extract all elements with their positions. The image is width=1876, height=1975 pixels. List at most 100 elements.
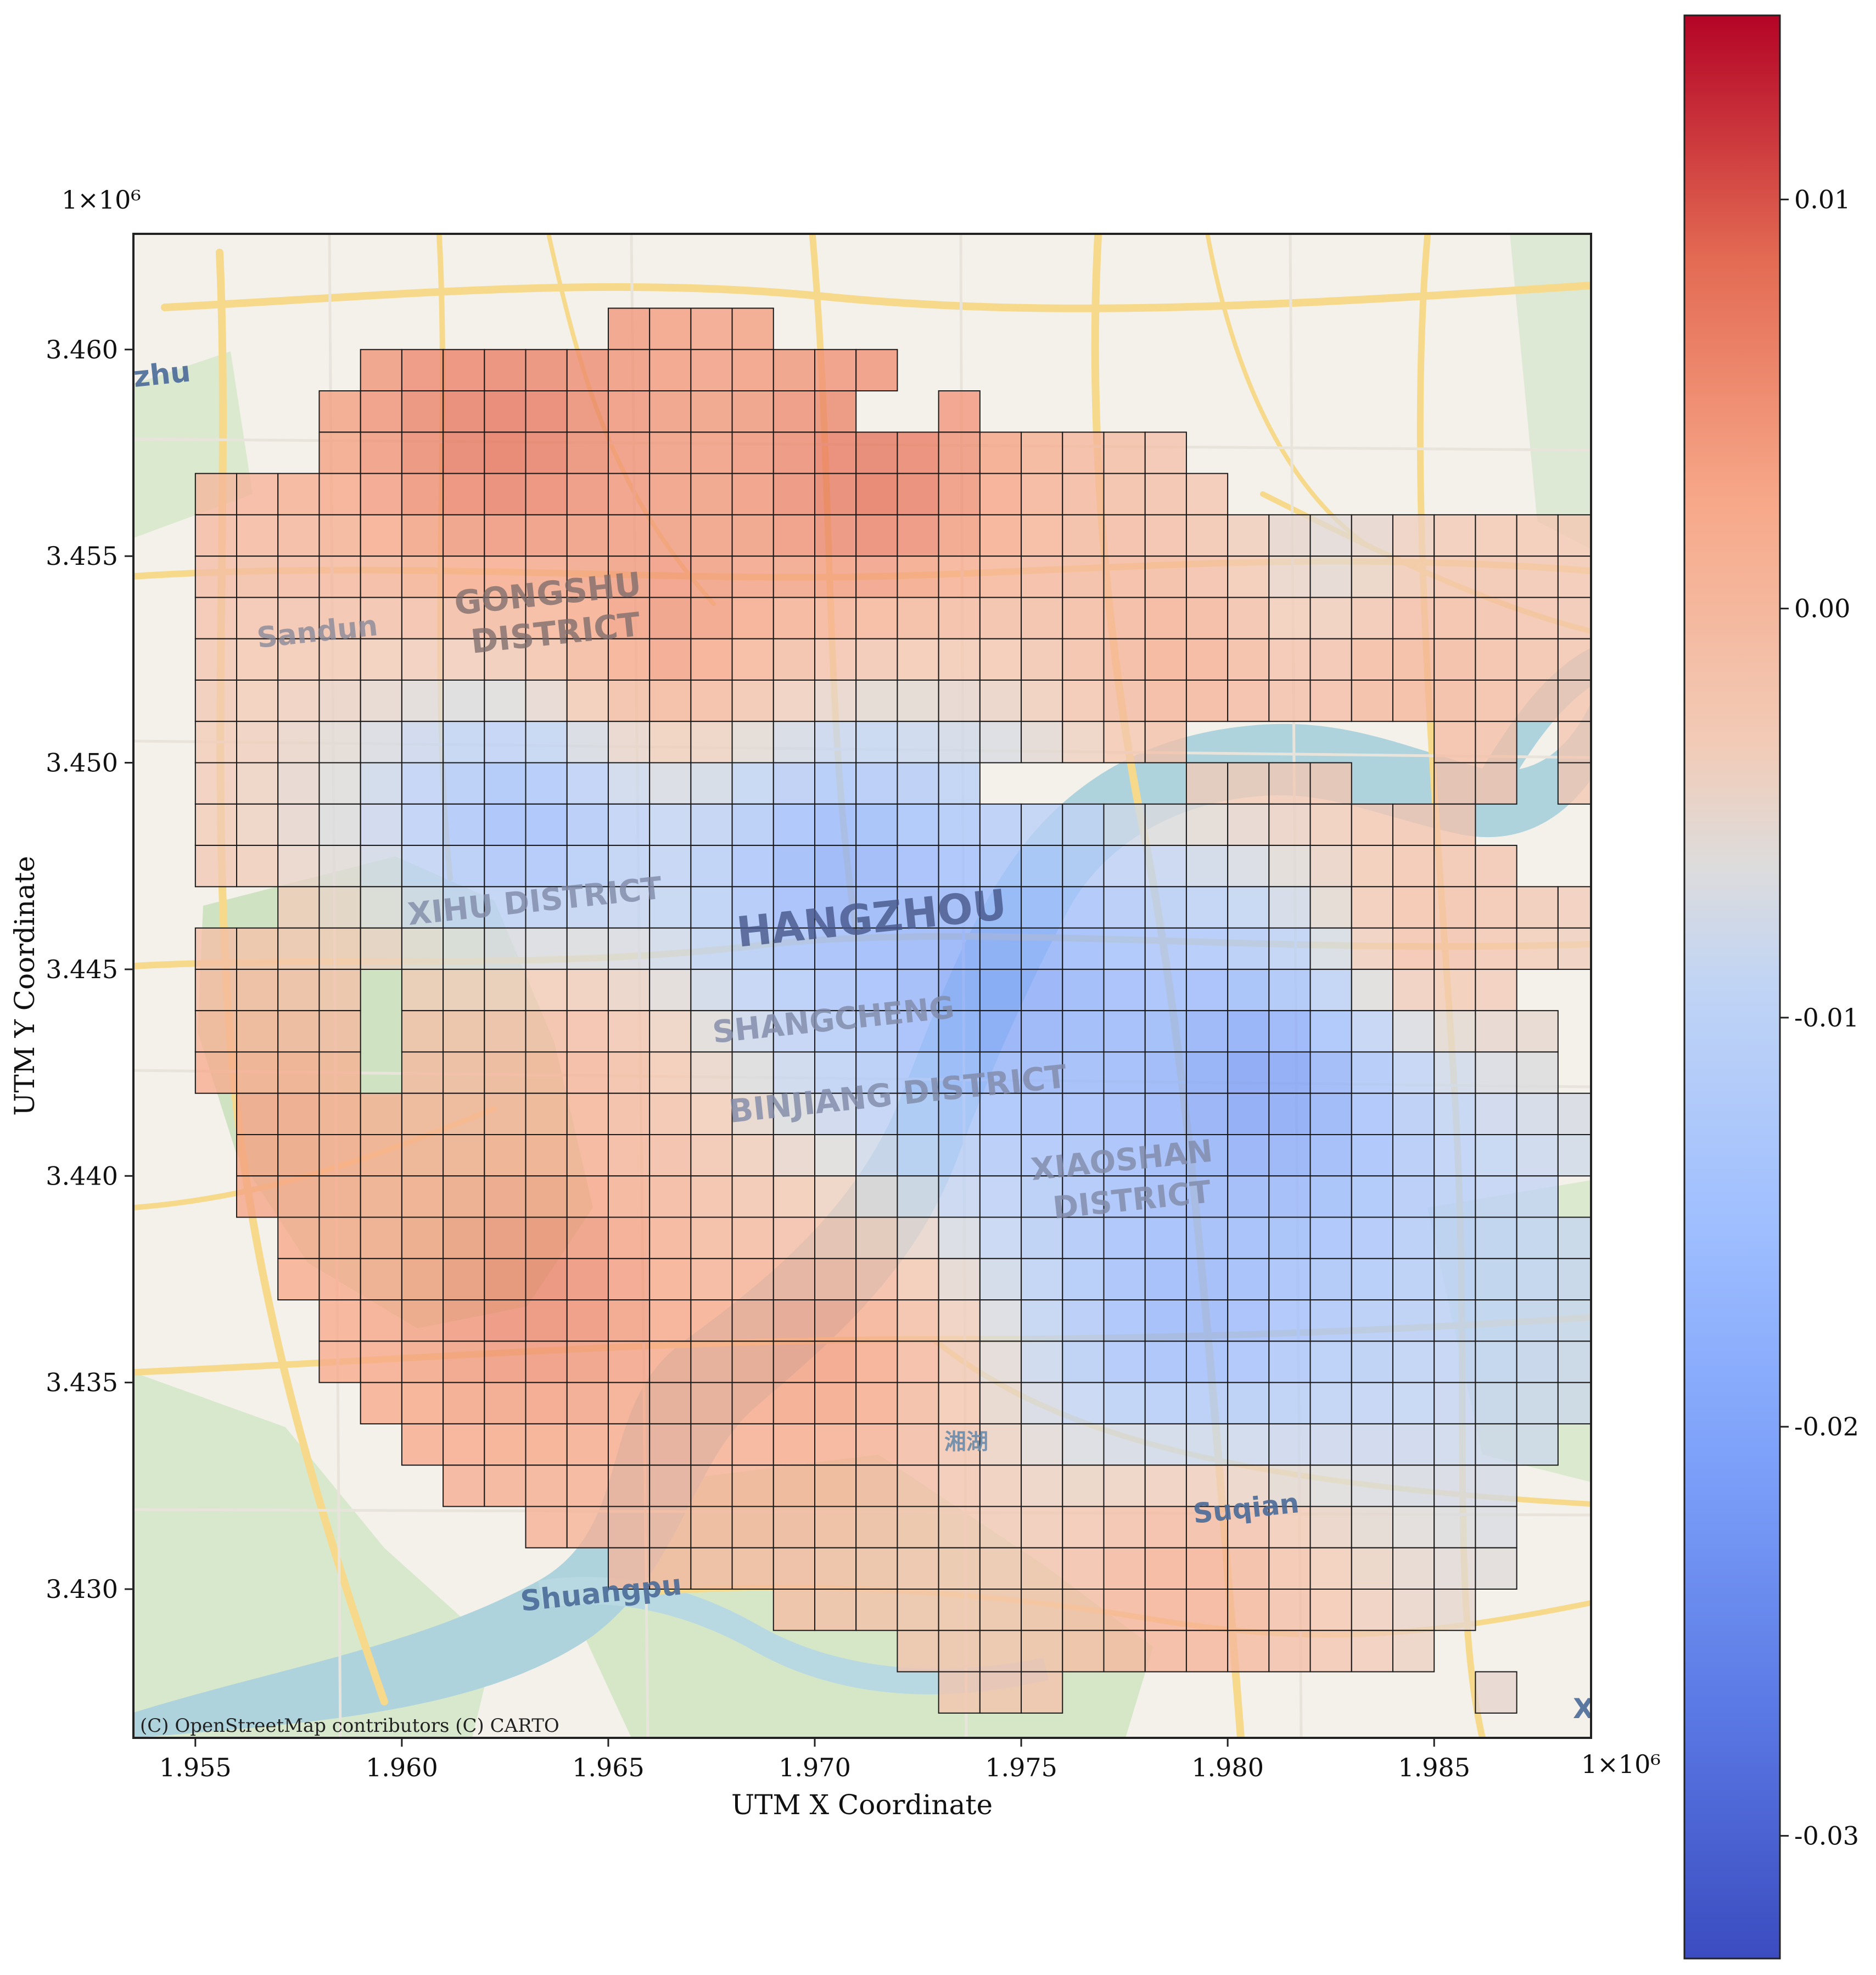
heatmap-cell	[938, 1258, 981, 1301]
heatmap-cell	[814, 1134, 857, 1177]
heatmap-cell	[401, 1051, 444, 1094]
heatmap-cell	[772, 1092, 816, 1135]
south-river	[538, 1576, 1049, 1695]
heatmap-cell	[731, 1465, 774, 1507]
heatmap-cell	[566, 349, 609, 392]
heatmap-cell	[649, 1299, 692, 1342]
heatmap-cell	[1185, 514, 1229, 557]
heatmap-cell	[1103, 1506, 1146, 1548]
heatmap-cell	[443, 1175, 485, 1218]
heatmap-cell	[1392, 597, 1435, 639]
heatmap-cell	[731, 1382, 774, 1424]
heatmap-cell	[1185, 1010, 1229, 1053]
heatmap-cell	[360, 927, 402, 970]
heatmap-cell	[401, 803, 444, 846]
heatmap-cell	[1309, 679, 1352, 722]
heatmap-cell	[1392, 1299, 1435, 1342]
heatmap-cell	[1227, 1340, 1270, 1383]
heatmap-cell	[401, 556, 444, 598]
heatmap-cell	[1062, 721, 1105, 764]
heatmap-cell	[897, 1589, 939, 1631]
heatmap-cell	[566, 1010, 609, 1053]
heatmap-cell	[1557, 514, 1591, 557]
heatmap-cell	[897, 679, 939, 722]
heatmap-cell	[897, 803, 939, 846]
heatmap-cell	[607, 845, 651, 888]
heatmap-cell	[1392, 514, 1435, 557]
heatmap-cell	[731, 1134, 774, 1177]
heatmap-cell	[1021, 431, 1063, 474]
heatmap-cell	[690, 1340, 733, 1383]
heatmap-cell	[277, 968, 320, 1012]
heatmap-cell	[484, 390, 527, 433]
heatmap-cell	[814, 803, 857, 846]
heatmap-cell	[1599, 969, 1640, 1011]
heatmap-cell	[649, 1506, 692, 1548]
y-offset-text: 1×10⁶	[61, 185, 141, 215]
heatmap-cell	[938, 1630, 981, 1673]
heatmap-cell	[360, 845, 402, 888]
heatmap-cell	[649, 1175, 692, 1218]
heatmap-cell	[1640, 1217, 1682, 1259]
heatmap-cell	[772, 1134, 816, 1177]
heatmap-cell	[938, 679, 981, 722]
heatmap-cell	[772, 349, 816, 392]
heatmap-cell	[1351, 803, 1393, 846]
heatmap-cell	[1185, 1506, 1229, 1548]
heatmap-cell	[566, 762, 609, 805]
heatmap-cell	[1062, 1547, 1105, 1590]
heatmap-cell	[318, 1175, 361, 1218]
heatmap-cell	[1516, 1175, 1559, 1218]
heatmap-cell	[1516, 1423, 1559, 1466]
heatmap-cell	[1144, 597, 1187, 639]
heatmap-cell	[979, 1465, 1022, 1507]
heatmap-cell	[525, 514, 568, 557]
heatmap-cell	[1062, 679, 1105, 722]
heatmap-cell	[1268, 556, 1311, 598]
heatmap-cell	[649, 1051, 692, 1094]
heatmap-cell	[1351, 1299, 1393, 1342]
heatmap-cell	[731, 431, 774, 474]
heatmap-cell	[1392, 886, 1435, 929]
heatmap-cell	[690, 1547, 733, 1590]
heatmap-cell	[897, 1547, 939, 1590]
heatmap-cell	[1475, 721, 1517, 764]
heatmap-cell	[1433, 1216, 1476, 1259]
heatmap-cell	[855, 1299, 898, 1342]
heatmap-cell	[731, 927, 774, 970]
heatmap-cell	[1516, 1382, 1559, 1424]
heatmap-cell	[1351, 1423, 1393, 1466]
heatmap-cell	[855, 597, 898, 639]
heatmap-cell	[649, 390, 692, 433]
heatmap-cell	[443, 473, 485, 515]
heatmap-cell	[1309, 1051, 1352, 1094]
heatmap-cell	[1392, 556, 1435, 598]
heatmap-cell	[1185, 803, 1229, 846]
heatmap-cell	[897, 597, 939, 639]
heatmap-cell	[1103, 1340, 1146, 1383]
heatmap-cell	[1351, 514, 1393, 557]
heatmap-cell	[979, 1051, 1022, 1094]
heatmap-cell	[194, 556, 238, 598]
heatmap-cell	[897, 927, 939, 970]
heatmap-cell	[772, 1216, 816, 1259]
heatmap-cell	[1062, 886, 1105, 929]
heatmap-cell	[897, 1340, 939, 1383]
heatmap-cell	[1309, 845, 1352, 888]
heatmap-cell	[1144, 514, 1187, 557]
heatmap-cell	[484, 1134, 527, 1177]
heatmap-cell	[1392, 1630, 1435, 1673]
heatmap-cell	[1309, 1175, 1352, 1218]
heatmap-cell	[1475, 1258, 1517, 1301]
label-xianghu: 湘湖	[944, 1429, 988, 1455]
heatmap-cell	[1433, 597, 1476, 639]
heatmap-cell	[236, 514, 279, 557]
heatmap-cell	[772, 803, 816, 846]
heatmap-cell	[607, 1299, 651, 1342]
heatmap-cell	[731, 1258, 774, 1301]
heatmap-cell	[1268, 968, 1311, 1012]
heatmap-cell	[690, 349, 733, 392]
y-tick-label: 3.450	[46, 748, 118, 778]
heatmap-cell	[1185, 1299, 1229, 1342]
heatmap-cell	[1144, 1134, 1187, 1177]
